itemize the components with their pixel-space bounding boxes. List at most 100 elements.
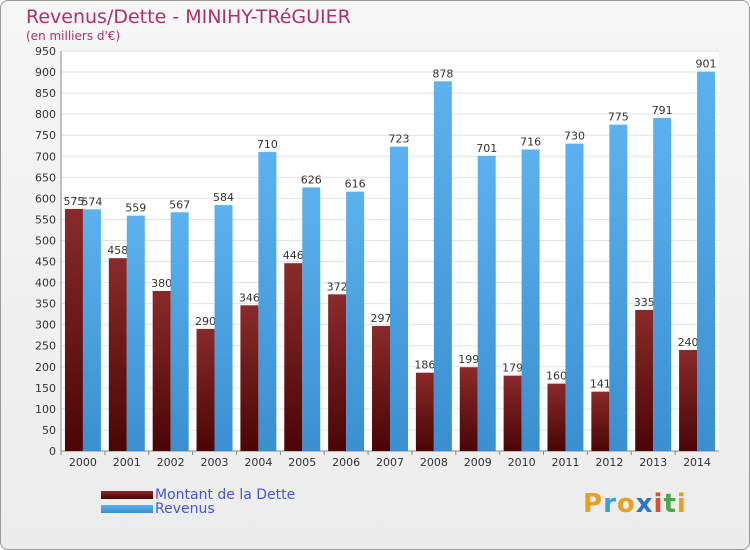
bar-revenus-2001 (126, 215, 145, 451)
data-label-revenus-2000: 574 (81, 195, 102, 208)
y-tick-label: 100 (35, 403, 56, 416)
data-label-revenus-2011: 730 (564, 130, 585, 143)
bar-dette-2004 (240, 305, 259, 451)
y-tick-label: 700 (35, 150, 56, 163)
x-tick-label: 2009 (464, 456, 492, 469)
bar-dette-2014 (679, 349, 698, 451)
data-label-revenus-2001: 559 (125, 202, 146, 215)
data-label-dette-2011: 160 (546, 370, 567, 383)
y-tick-label: 300 (35, 319, 56, 332)
y-tick-label: 600 (35, 192, 56, 205)
y-tick-label: 400 (35, 277, 56, 290)
data-label-dette-2007: 297 (371, 312, 392, 325)
bar-dette-2003 (196, 328, 215, 451)
chart-subtitle: (en milliers d'€) (26, 29, 121, 43)
y-tick-label: 450 (35, 256, 56, 269)
data-label-revenus-2003: 584 (213, 191, 234, 204)
bar-revenus-2000 (82, 209, 101, 451)
bar-revenus-2014 (697, 71, 716, 451)
bar-revenus-2010 (521, 149, 540, 452)
data-label-revenus-2006: 616 (345, 178, 366, 191)
x-tick-label: 2000 (69, 456, 97, 469)
y-tick-label: 200 (35, 361, 56, 374)
data-label-revenus-2009: 701 (476, 142, 497, 155)
y-tick-label: 550 (35, 213, 56, 226)
bar-dette-2010 (503, 375, 522, 451)
bar-dette-2009 (459, 367, 478, 451)
data-label-revenus-2005: 626 (301, 173, 322, 186)
y-tick-label: 800 (35, 108, 56, 121)
data-label-dette-2010: 179 (502, 362, 523, 375)
bar-dette-2012 (591, 391, 610, 451)
y-tick-label: 0 (49, 445, 56, 458)
bar-dette-2000 (64, 208, 83, 451)
y-tick-label: 850 (35, 87, 56, 100)
bar-revenus-2013 (653, 117, 672, 452)
bar-dette-2013 (635, 309, 654, 451)
x-tick-label: 2004 (244, 456, 272, 469)
data-label-revenus-2004: 710 (257, 138, 278, 151)
data-label-dette-2003: 290 (195, 315, 216, 328)
x-tick-label: 2003 (201, 456, 229, 469)
chart-title: Revenus/Dette - MINIHY-TRéGUIER (26, 6, 351, 28)
bar-revenus-2012 (609, 124, 628, 452)
bar-revenus-2004 (258, 152, 277, 452)
bar-revenus-2007 (390, 146, 408, 451)
bar-revenus-2008 (433, 81, 452, 451)
data-label-revenus-2013: 791 (652, 104, 673, 117)
x-tick-label: 2012 (595, 456, 623, 469)
data-label-dette-2004: 346 (239, 291, 260, 304)
y-tick-label: 650 (35, 171, 56, 184)
x-tick-label: 2006 (332, 456, 360, 469)
x-tick-label: 2014 (683, 456, 711, 469)
y-tick-label: 500 (35, 234, 56, 247)
x-tick-label: 2010 (508, 456, 536, 469)
bar-revenus-2005 (302, 187, 321, 451)
bar-revenus-2009 (477, 155, 496, 451)
y-tick-label: 900 (35, 66, 56, 79)
legend-item-dette: Montant de la Dette (101, 487, 295, 503)
x-tick-label: 2011 (551, 456, 579, 469)
data-label-dette-2006: 372 (327, 280, 348, 293)
legend-swatch-dette (101, 491, 153, 499)
bar-dette-2008 (415, 372, 434, 451)
data-label-dette-2009: 199 (458, 353, 479, 366)
data-label-dette-2002: 380 (151, 277, 172, 290)
y-tick-label: 50 (42, 424, 56, 437)
data-label-revenus-2010: 716 (520, 136, 541, 149)
data-label-dette-2008: 186 (414, 359, 435, 372)
bar-dette-2006 (328, 294, 347, 451)
legend-label-revenus: Revenus (155, 501, 215, 517)
legend-label-dette: Montant de la Dette (155, 487, 296, 503)
data-label-revenus-2014: 901 (696, 58, 717, 71)
y-tick-label: 250 (35, 340, 56, 353)
proxiti-logo: Proxiti (583, 489, 687, 519)
legend-swatch-revenus (101, 505, 153, 513)
bar-dette-2007 (372, 325, 390, 451)
bar-dette-2011 (547, 383, 566, 451)
data-label-dette-2013: 335 (634, 296, 655, 309)
bar-dette-2001 (108, 258, 127, 451)
bar-revenus-2003 (214, 205, 233, 451)
data-label-revenus-2012: 775 (608, 111, 629, 124)
x-tick-label: 2002 (157, 456, 185, 469)
x-tick-label: 2007 (376, 456, 404, 469)
data-label-revenus-2007: 723 (388, 133, 409, 146)
bar-revenus-2002 (170, 212, 189, 451)
data-label-revenus-2008: 878 (432, 67, 453, 80)
data-label-dette-2012: 141 (590, 378, 611, 391)
bar-revenus-2011 (565, 143, 584, 451)
y-tick-label: 750 (35, 129, 56, 142)
data-label-dette-2014: 240 (678, 336, 699, 349)
data-label-dette-2005: 446 (283, 249, 304, 262)
x-tick-label: 2005 (288, 456, 316, 469)
data-label-revenus-2002: 567 (169, 198, 190, 211)
bar-dette-2005 (284, 263, 303, 451)
legend-item-revenus: Revenus (101, 501, 215, 517)
bar-revenus-2006 (346, 191, 365, 451)
data-label-dette-2000: 575 (63, 195, 84, 208)
x-tick-label: 2008 (420, 456, 448, 469)
y-tick-label: 350 (35, 298, 56, 311)
